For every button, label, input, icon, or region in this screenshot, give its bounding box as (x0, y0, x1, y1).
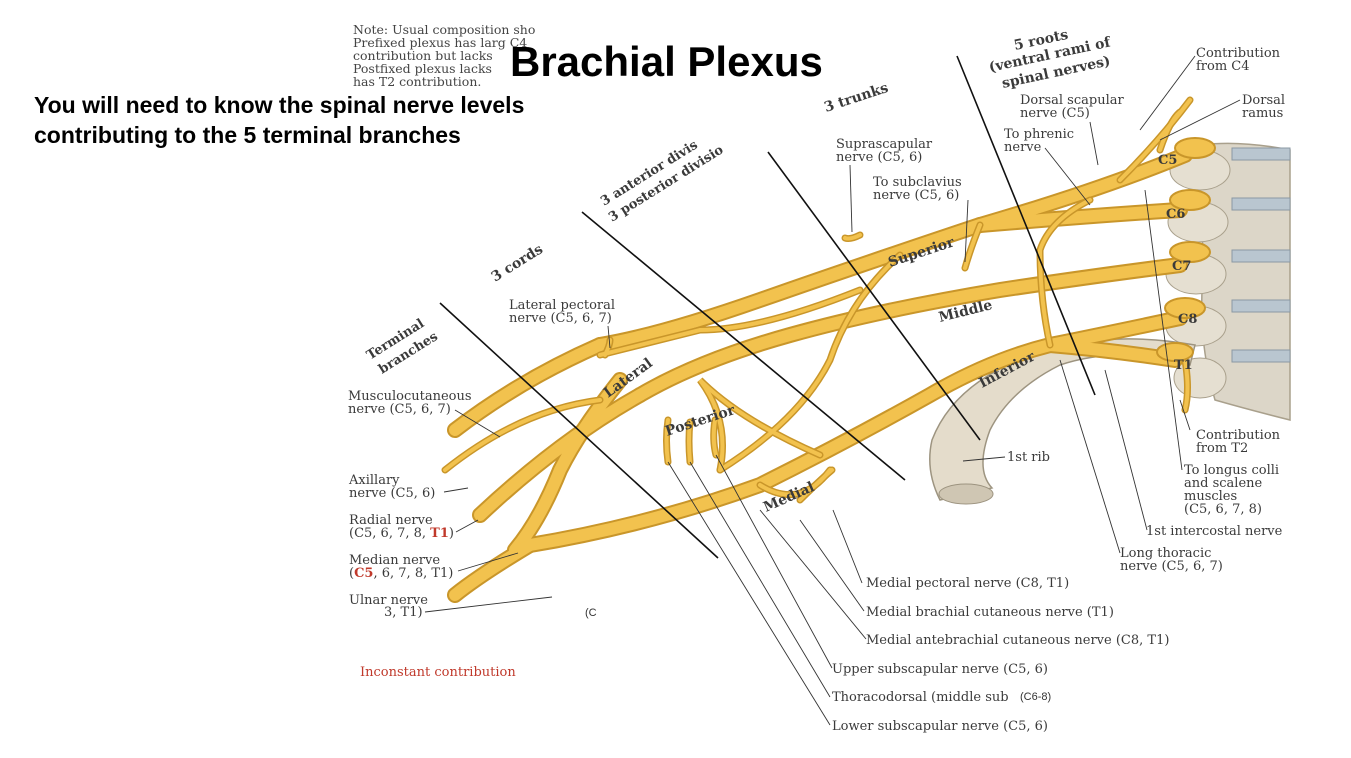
label-musculocutaneous-2: nerve (C5, 6, 7) (348, 402, 451, 417)
leader-lines (424, 55, 1241, 726)
thoracodorsal-code: (C6-8) (1020, 691, 1052, 703)
label-contribution-c4: Contribution (1196, 46, 1281, 61)
label-dorsal-ramus-2: ramus (1242, 106, 1283, 121)
label-longus-colli-2: and scalene (1184, 476, 1263, 491)
slide-subtitle: You will need to know the spinal nerve l… (34, 90, 524, 150)
label-longus-colli: To longus colli (1184, 463, 1279, 478)
label-longus-colli-4: (C5, 6, 7, 8) (1184, 502, 1262, 517)
label-subclavius: To subclavius (873, 175, 962, 190)
label-long-thoracic-2: nerve (C5, 6, 7) (1120, 559, 1223, 574)
label-dorsal-scapular: Dorsal scapular (1020, 93, 1124, 108)
root-label-c5: C5 (1158, 153, 1177, 168)
label-median: Median nerve (349, 553, 440, 568)
vertebral-column (1165, 142, 1291, 421)
label-radial: Radial nerve (349, 513, 433, 528)
label-thoracodorsal: Thoracodorsal (middle sub (832, 690, 1009, 705)
label-subclavius-2: nerve (C5, 6) (873, 188, 959, 203)
note-line: Postfixed plexus lacks (353, 61, 492, 76)
label-lateral-pectoral: Lateral pectoral (509, 298, 615, 313)
label-contribution-c4-2: from C4 (1196, 59, 1250, 74)
root-label-c8: C8 (1178, 312, 1197, 327)
subtitle-line-2: contributing to the 5 terminal branches (34, 122, 461, 148)
label-phrenic-2: nerve (1004, 140, 1042, 155)
slide-title: Brachial Plexus (510, 38, 823, 85)
label-axillary: Axillary (348, 473, 400, 488)
legend-inconstant-contribution: Inconstant contribution (360, 665, 516, 680)
root-label-c6: C6 (1166, 207, 1185, 222)
root-label-c7: C7 (1172, 259, 1191, 274)
label-median-2: (C5, 6, 7, 8, T1) (349, 566, 453, 581)
label-ulnar: Ulnar nerve (349, 593, 428, 608)
label-dorsal-scapular-2: nerve (C5) (1020, 106, 1090, 121)
label-suprascapular-2: nerve (C5, 6) (836, 150, 922, 165)
label-longus-colli-3: muscles (1184, 489, 1237, 504)
label-lateral-pectoral-2: nerve (C5, 6, 7) (509, 311, 612, 326)
subtitle-line-1: You will need to know the spinal nerve l… (34, 92, 525, 118)
label-medial-brachial-cutaneous: Medial brachial cutaneous nerve (T1) (866, 605, 1114, 620)
note-line: Prefixed plexus has larg C4 (353, 35, 528, 50)
label-upper-subscapular: Upper subscapular nerve (C5, 6) (832, 662, 1048, 677)
label-medial-pectoral: Medial pectoral nerve (C8, T1) (866, 576, 1069, 591)
note-line: Note: Usual composition sho (353, 23, 536, 37)
note-line: contribution but lacks (353, 48, 493, 63)
label-lower-subscapular: Lower subscapular nerve (C5, 6) (832, 719, 1048, 734)
root-label-t1: T1 (1174, 358, 1193, 373)
label-first-rib: 1st rib (1007, 450, 1050, 465)
ulnar-code: (C (585, 607, 597, 619)
label-dorsal-ramus: Dorsal (1242, 93, 1285, 108)
label-musculocutaneous: Musculocutaneous (348, 389, 472, 404)
label-ulnar-2: 3, T1) (384, 605, 423, 620)
label-suprascapular: Suprascapular (836, 137, 933, 152)
composition-note: Note: Usual composition sho Prefixed ple… (353, 23, 563, 88)
label-medial-antebrachial-cutaneous: Medial antebrachial cutaneous nerve (C8,… (866, 633, 1169, 648)
label-long-thoracic: Long thoracic (1120, 546, 1211, 561)
label-axillary-2: nerve (C5, 6) (349, 486, 435, 501)
section-dividers (439, 55, 1096, 559)
label-phrenic: To phrenic (1004, 127, 1074, 142)
note-line: has T2 contribution. (353, 74, 482, 88)
label-contribution-t2-2: from T2 (1196, 441, 1248, 456)
plexus-nerves (441, 96, 1216, 603)
label-radial-2: (C5, 6, 7, 8, T1) (349, 526, 454, 541)
label-contribution-t2: Contribution (1196, 428, 1281, 443)
label-first-intercostal: 1st intercostal nerve (1146, 524, 1283, 539)
